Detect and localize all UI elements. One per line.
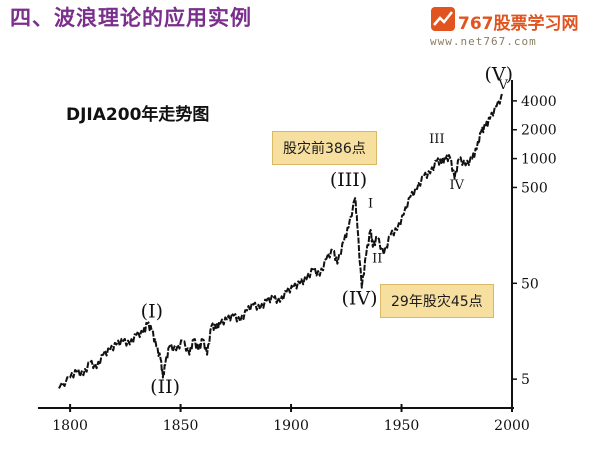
x-tick-label: 1800 [52,418,88,434]
y-tick-label: 2000 [521,123,557,139]
slide-title: 四、波浪理论的应用实例 [10,6,252,30]
wave-label: (V) [484,64,513,86]
x-tick-label: 1950 [384,418,420,434]
wave-label: I [368,196,373,211]
site-logo[interactable]: 767股票学习网 www.net767.com [410,6,598,54]
wave-label: II [372,252,382,267]
note-pre-crash: 股灾前386点 [272,131,377,165]
wave-label: III [429,132,444,147]
y-tick-label: 500 [521,180,548,196]
y-tick-label: 50 [521,276,539,292]
x-tick-label: 1850 [163,418,199,434]
y-tick-label: 1000 [521,152,557,168]
chart-title: DJIA200年走势图 [66,105,210,125]
note-crash-1929: 29年股灾45点 [380,284,494,318]
wave-label: (III) [330,169,367,191]
wave-label: (IV) [342,288,378,310]
y-tick-label: 4000 [521,94,557,110]
wave-label: V [497,78,508,93]
logo-url: www.net767.com [430,35,537,48]
djia-series-line [58,93,504,389]
chart-logo-icon [431,7,455,31]
wave-label: (II) [150,376,180,398]
wave-label: (I) [141,300,163,322]
x-tick-label: 2000 [494,418,530,434]
y-tick-label: 5 [521,372,530,388]
logo-brand: 767股票学习网 [458,14,579,34]
wave-label: IV [449,178,464,193]
x-tick-label: 1900 [273,418,309,434]
